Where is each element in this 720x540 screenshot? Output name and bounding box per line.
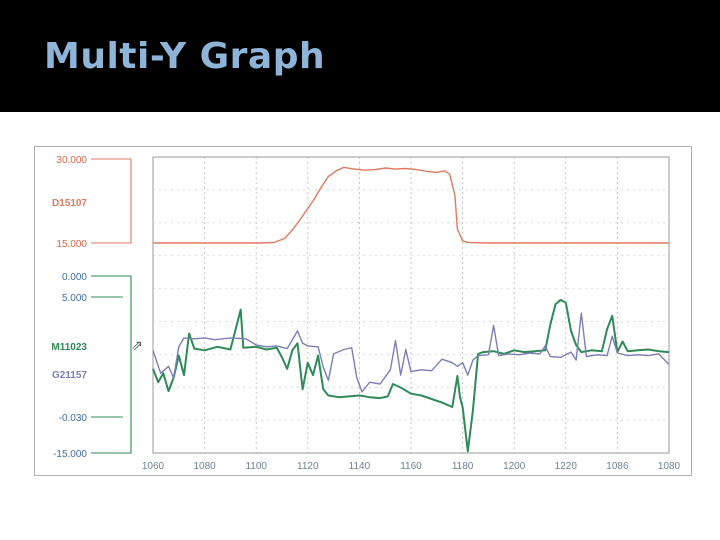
series-name-label: G21157	[52, 370, 87, 381]
x-tick-label: 1220	[555, 461, 578, 472]
mouse-cursor-icon: ⇗	[131, 338, 143, 354]
axis-bracket	[123, 158, 132, 244]
x-tick-label: 1160	[400, 461, 422, 472]
x-tick-label: 1060	[142, 461, 165, 472]
x-tick-label: 1080	[658, 461, 681, 472]
y-tick-label: 30.000	[56, 155, 87, 166]
x-tick-label: 1080	[193, 461, 216, 472]
slide-title: Multi-Y Graph	[44, 36, 326, 77]
x-tick-label: 1120	[297, 461, 319, 472]
y-tick-label: 0.000	[62, 272, 87, 283]
series-name-label: M11023	[51, 342, 87, 353]
x-tick-label: 1100	[245, 461, 267, 472]
x-tick-label: 1200	[503, 461, 526, 472]
chart-frame: 1060 1080 1100 1120 1140 1160 1180 1200 1220 1086…	[34, 146, 692, 476]
multi-y-chart: 1060 1080 1100 1120 1140 1160 1180 1200 1220 1086…	[51, 155, 681, 472]
x-tick-label: 1180	[452, 461, 474, 472]
x-tick-label: 1086	[606, 461, 629, 472]
x-tick-label: 1140	[349, 461, 371, 472]
series-line-g21157	[152, 312, 670, 393]
series-line-d15107	[153, 166, 669, 244]
y-tick-label: -15.000	[53, 449, 87, 460]
series-name-label: D15107	[52, 198, 87, 209]
y-tick-label: 15.000	[56, 239, 87, 250]
title-bar: Multi-Y Graph	[0, 0, 720, 112]
y-tick-label: -0.030	[59, 413, 88, 424]
y-tick-label: 5.000	[62, 293, 87, 304]
axis-bracket	[123, 275, 132, 454]
